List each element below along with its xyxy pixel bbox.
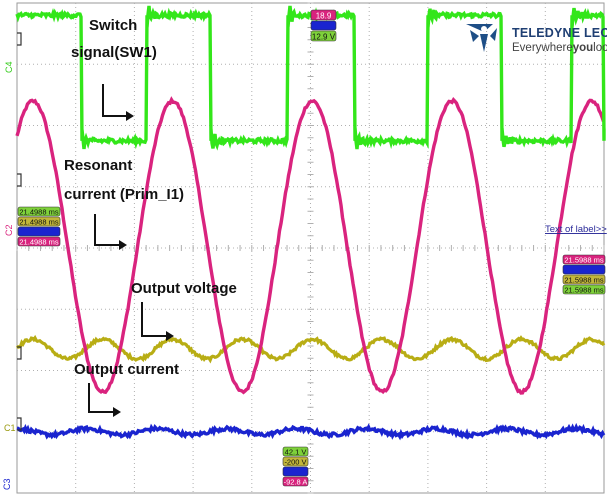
readout-right-3-text: 21.5988 ms xyxy=(564,276,603,285)
output-current-arrow xyxy=(88,383,116,413)
readout-tag xyxy=(17,236,61,247)
offset-marker-c1 xyxy=(17,346,22,360)
brand-name: TELEDYNE LECROY xyxy=(512,26,607,40)
offset-marker-c4 xyxy=(17,32,22,46)
resonant-current-label: Resonant xyxy=(64,157,132,174)
channel-label-c3: C3 xyxy=(2,478,12,490)
output-current-trace xyxy=(16,422,606,441)
brand-logo: TELEDYNE LECROY Everywhereyoulook xyxy=(466,24,607,54)
readout-tag xyxy=(17,226,61,237)
readout-left: 21.4988 ms 21.4988 ms 21.4988 ms xyxy=(17,206,61,247)
readout-right: 21.5988 ms 21.5988 ms 21.5988 ms xyxy=(562,254,606,295)
readout-left-4-text: 21.4988 ms xyxy=(19,238,58,247)
readout-tag xyxy=(282,446,309,457)
readout-tag xyxy=(310,20,337,31)
output-voltage-label: Output voltage xyxy=(131,280,237,297)
resonant-current-arrowhead xyxy=(119,240,127,250)
brand-tagline-suffix: look xyxy=(593,42,607,54)
readout-top: 18.9 12.9 V xyxy=(310,9,337,42)
output-current-label: Output current xyxy=(74,361,179,378)
readout-tag xyxy=(282,456,309,467)
readout-tag xyxy=(282,476,309,487)
switch-signal-arrowhead xyxy=(126,111,134,121)
resonant-current-label-line2: current (Prim_I1) xyxy=(64,186,184,203)
brand-tagline-prefix: Everywhere xyxy=(512,42,573,54)
readout-tag xyxy=(282,466,309,477)
output-voltage-arrow xyxy=(141,302,169,337)
readout-top-green-text: 12.9 V xyxy=(312,33,336,42)
readout-top-red-text: 18.9 xyxy=(316,12,332,21)
readout-left-2-text: 21.4988 ms xyxy=(19,218,58,227)
resonant-current-arrow xyxy=(94,214,122,246)
switch-signal-label-line2: signal(SW1) xyxy=(71,44,157,61)
brand-tagline: Everywhereyoulook xyxy=(512,42,607,54)
readout-right-4-text: 21.5988 ms xyxy=(564,286,603,295)
readout-left-1-text: 21.4988 ms xyxy=(19,208,58,217)
readout-bottom-1-text: 42.1 V xyxy=(285,448,307,457)
channel-label-c2: C2 xyxy=(4,224,14,236)
readout-tag xyxy=(310,30,337,42)
output-voltage-arrowhead xyxy=(166,331,174,341)
readout-bottom-2-text: -200 V xyxy=(284,458,306,467)
output-current-arrowhead xyxy=(113,407,121,417)
readout-tag xyxy=(562,284,606,295)
output-voltage-trace xyxy=(15,334,606,364)
readout-right-1-text: 21.5988 ms xyxy=(564,256,603,265)
readout-tag xyxy=(310,9,337,21)
readout-tag xyxy=(17,216,61,227)
teledyne-logo-icon xyxy=(466,24,497,52)
channel-label-c1: C1 xyxy=(4,423,16,433)
offset-marker-c2 xyxy=(17,173,22,187)
readout-bottom-4-text: -92.8 A xyxy=(284,478,308,487)
text-of-label-link[interactable]: Text of label>> xyxy=(545,224,607,235)
switch-signal-arrow xyxy=(102,84,129,117)
channel-label-c4: C4 xyxy=(4,61,14,73)
readout-bottom: 42.1 V -200 V -92.8 A xyxy=(282,446,309,487)
resonant-current-trace xyxy=(15,96,606,395)
brand-tagline-bold: you xyxy=(573,42,593,54)
readout-tag xyxy=(562,274,606,285)
switch-signal-label: Switch xyxy=(89,17,137,34)
readout-tag xyxy=(17,206,61,217)
offset-marker-c3 xyxy=(17,417,22,431)
readout-tag xyxy=(562,254,606,265)
readout-tag xyxy=(562,264,606,275)
